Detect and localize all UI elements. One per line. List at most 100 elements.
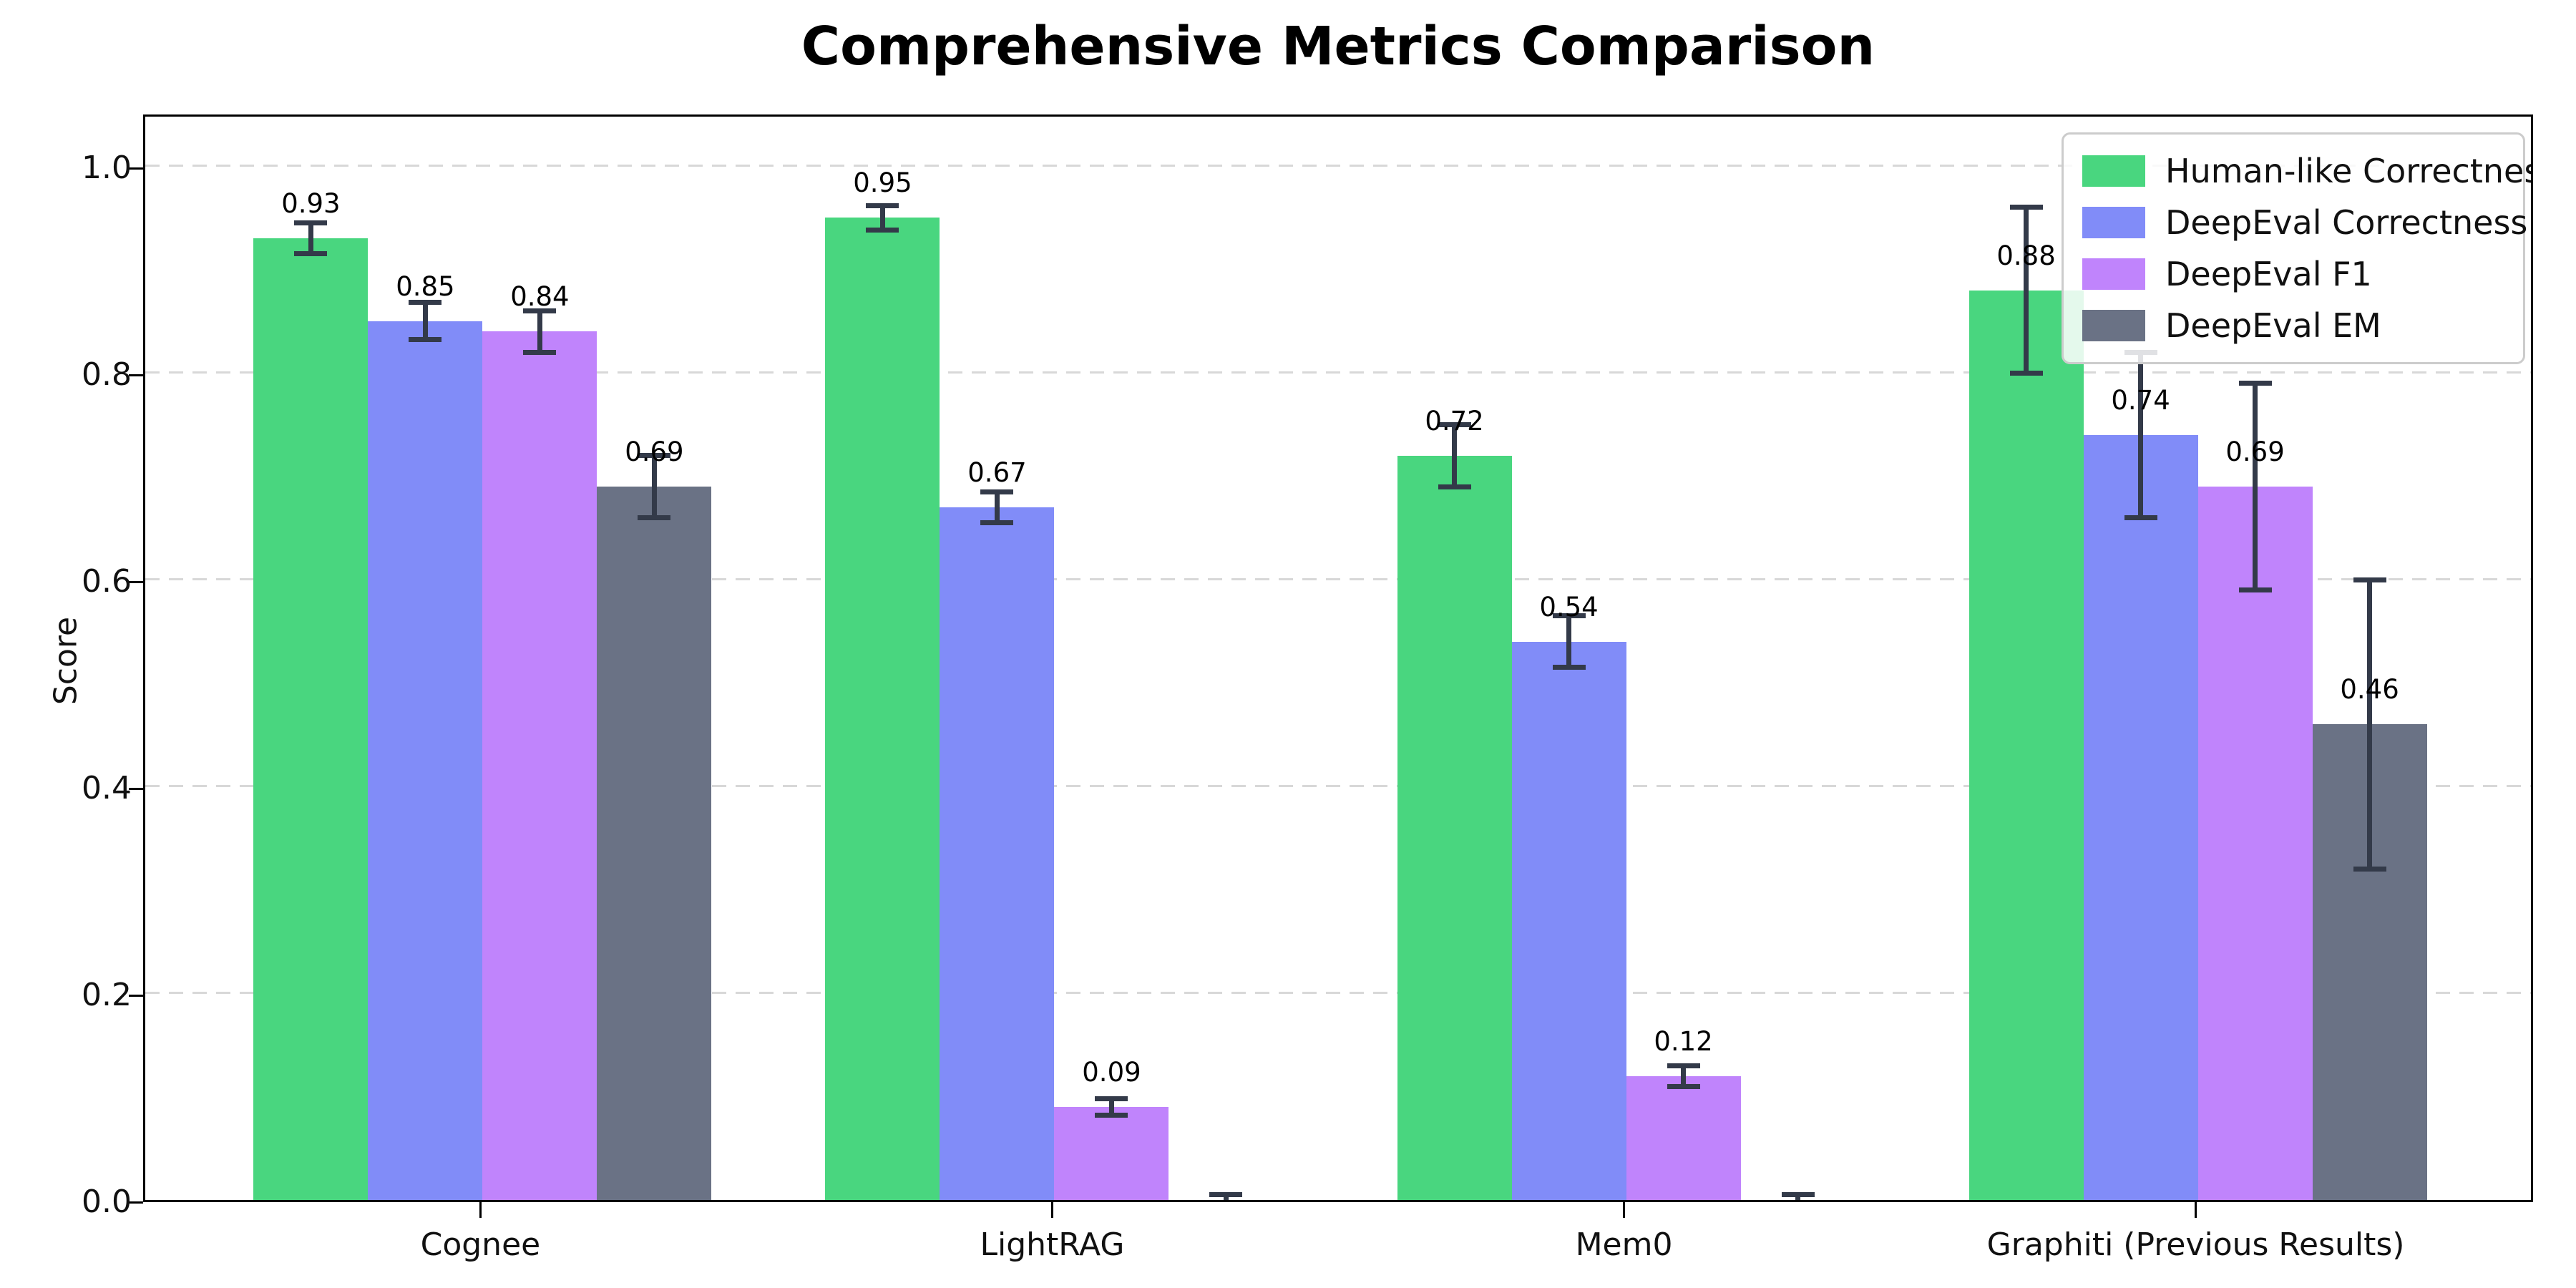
legend-label: DeepEval EM [2165,306,2381,345]
legend-label: Human-like Correctness [2165,152,2533,190]
legend-item: DeepEval F1 [2082,252,2504,296]
error-bar-cap-bottom [638,514,671,520]
bar [825,218,940,1200]
y-tick-mark [129,580,143,583]
legend-item: Human-like Correctness [2082,149,2531,193]
legend-item: DeepEval EM [2082,303,2504,348]
gridline [145,165,2531,167]
error-bar-cap-top [866,203,899,208]
error-bar-cap-bottom [1552,665,1586,670]
bar [597,487,712,1200]
error-bar [2138,352,2144,518]
y-tick-mark [129,787,143,790]
error-bar [1566,615,1572,668]
x-tick-mark [479,1202,482,1218]
bar [2197,487,2313,1200]
bar-value-label: 0.54 [1539,591,1599,623]
error-bar-cap-top [1667,1063,1700,1068]
x-category-label: Cognee [420,1226,541,1263]
error-bar [2024,207,2029,374]
bar-value-label: 0.93 [281,188,341,220]
bar [253,238,369,1200]
legend-swatch [2082,155,2145,187]
gridline [145,785,2531,788]
x-tick-mark [1623,1202,1626,1218]
x-category-label: Mem0 [1575,1226,1673,1263]
error-bar-cap-bottom [1667,1083,1700,1089]
error-bar-cap-top [409,300,442,306]
error-bar-cap-bottom [866,228,899,233]
y-tick-label: 0.8 [82,356,132,394]
bar-value-label: 0.72 [1425,405,1484,436]
bar-value-label: 0.84 [510,281,570,313]
gridline [145,578,2531,581]
gridline [145,992,2531,995]
bar-value-label: 0.74 [2111,384,2170,416]
error-bar [1795,1194,1801,1200]
error-bar-cap-bottom [2238,587,2272,593]
error-bar-cap-bottom [1438,484,1471,489]
y-tick-mark [129,374,143,376]
error-bar-cap-top [2353,577,2386,582]
x-category-label: LightRAG [980,1226,1125,1263]
y-tick-label: 0.2 [82,977,132,1014]
bar-value-label: 0.69 [625,436,684,468]
bar [1397,455,1512,1200]
y-tick-mark [129,1201,143,1204]
bar [1511,641,1626,1200]
bar [1626,1075,1741,1200]
error-bar-cap-top [638,453,671,459]
bar-value-label: 0.88 [1996,240,2056,271]
y-tick-label: 0.6 [82,563,132,600]
legend-label: DeepEval Correctness [2165,203,2528,242]
legend-label: DeepEval F1 [2165,255,2372,293]
error-bar-cap-top [523,308,557,313]
x-category-label: Graphiti (Previous Results) [1986,1226,2405,1263]
bar-value-label: 0.95 [853,167,912,199]
bar [482,331,597,1200]
error-bar-cap-top [1095,1096,1128,1101]
error-bar-cap-bottom [1095,1113,1128,1118]
error-bar-cap-bottom [2124,514,2157,520]
bar-value-label: 0.67 [967,457,1027,488]
error-bar-cap-bottom [523,349,557,355]
error-bar [1452,424,1458,487]
error-bar-cap-top [1552,613,1586,619]
bar [368,321,483,1200]
error-bar-cap-bottom [2353,867,2386,872]
chart-title: Comprehensive Metrics Comparison [801,16,1875,77]
error-bar [651,455,657,518]
legend-swatch [2082,207,2145,238]
y-tick-label: 1.0 [82,150,132,187]
y-axis-label: Score [47,616,84,706]
error-bar-cap-top [1781,1192,1815,1198]
error-bar-cap-top [1209,1192,1243,1198]
y-tick-mark [129,994,143,997]
error-bar-cap-top [294,220,328,226]
bar-value-label: 0.69 [2225,436,2285,468]
error-bar-cap-top [2009,205,2043,210]
bar [2083,434,2198,1200]
error-bar [1108,1098,1114,1116]
bar-value-label: 0.12 [1654,1025,1713,1057]
bar [1968,290,2084,1200]
plot-area: 0.93 0.95 0.72 0.88 0.85 0.67 0.54 0.74 0.84 0.09… [143,114,2533,1202]
error-bar [1681,1065,1687,1087]
error-bar-cap-top [980,489,1014,494]
legend-swatch [2082,258,2145,290]
error-bar-cap-bottom [2009,370,2043,376]
x-tick-mark [1050,1202,1053,1218]
error-bar [537,311,542,353]
error-bar [422,302,428,340]
error-bar-cap-top [1438,421,1471,427]
x-tick-mark [2195,1202,2197,1218]
error-bar [2367,580,2373,869]
error-bar [1223,1194,1229,1200]
y-tick-label: 0.0 [82,1184,132,1220]
bar [940,507,1055,1200]
legend-swatch [2082,310,2145,341]
error-bar-cap-bottom [980,520,1014,526]
error-bar-cap-bottom [294,251,328,257]
gridline [145,371,2531,374]
